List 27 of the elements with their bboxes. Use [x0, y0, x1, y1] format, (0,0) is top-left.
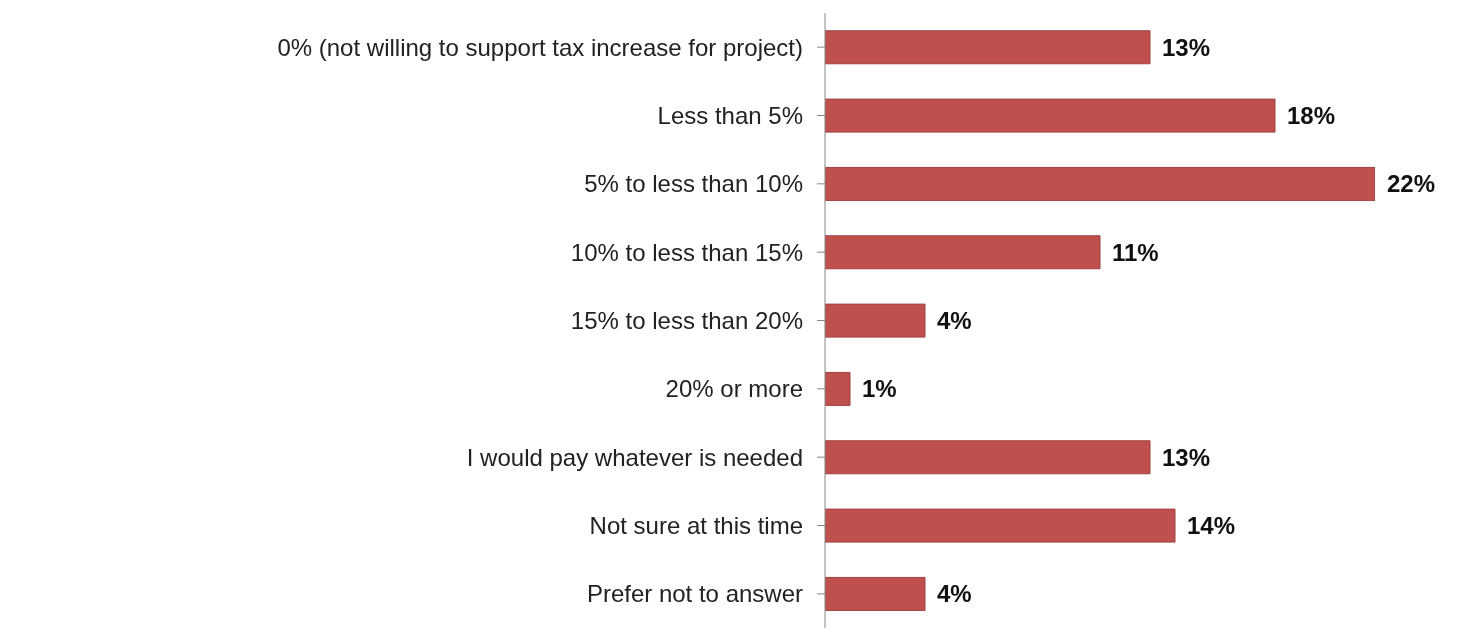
data-label: 13% [1162, 33, 1211, 61]
bar [825, 30, 1151, 65]
data-label: 13% [1162, 443, 1211, 471]
data-label: 14% [1187, 512, 1236, 540]
y-tick-label: Not sure at this time [589, 512, 803, 540]
bar [825, 303, 926, 338]
bar [825, 440, 1151, 475]
data-label: 11% [1112, 238, 1159, 266]
y-tick-label: 0% (not willing to support tax increase for project) [277, 33, 803, 61]
y-tick-label: Less than 5% [657, 102, 803, 130]
data-label: 4% [937, 580, 972, 608]
data-label: 18% [1287, 102, 1336, 130]
data-label: 1% [862, 375, 897, 403]
bar [825, 235, 1101, 270]
bar [825, 98, 1276, 133]
bar [825, 166, 1375, 201]
bar [825, 576, 926, 611]
y-tick-label: I would pay whatever is needed [466, 443, 803, 471]
data-label: 22% [1387, 170, 1436, 198]
y-tick-label: 15% to less than 20% [570, 307, 803, 335]
y-tick-label: Prefer not to answer [586, 580, 803, 608]
data-label: 4% [937, 307, 972, 335]
bar [825, 371, 851, 406]
y-tick-label: 5% to less than 10% [584, 170, 803, 198]
bar [825, 508, 1176, 543]
y-tick-label: 10% to less than 15% [570, 238, 803, 266]
y-tick-label: 20% or more [665, 375, 803, 403]
